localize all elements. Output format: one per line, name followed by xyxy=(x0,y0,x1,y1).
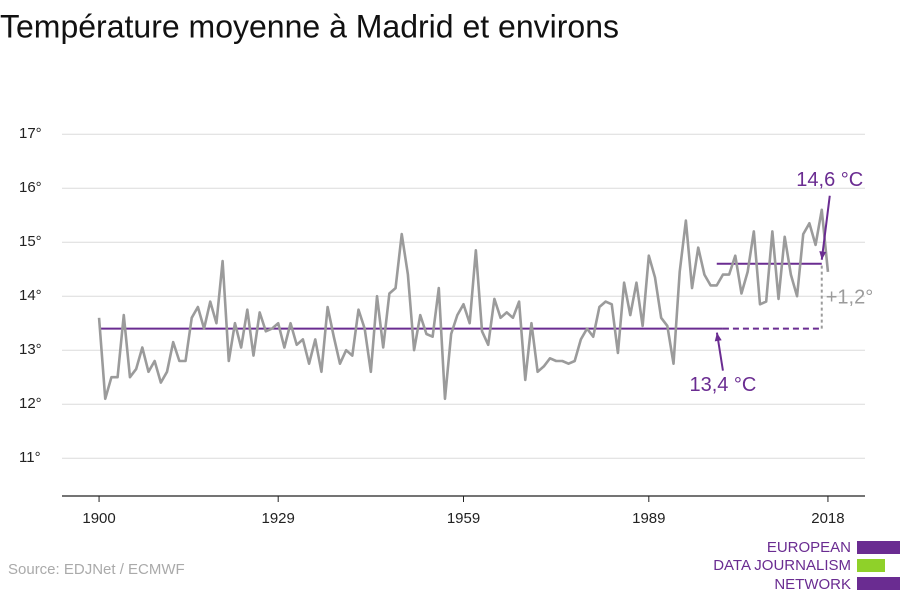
annotation-arrowhead xyxy=(819,251,827,260)
logo-bar xyxy=(857,577,900,590)
logo-text: NETWORK xyxy=(774,576,851,593)
logo-text: DATA JOURNALISM xyxy=(713,557,851,574)
y-tick-label: 11° xyxy=(19,449,41,466)
annotation-arrow xyxy=(820,195,831,260)
x-tick-label: 1929 xyxy=(262,510,295,527)
y-tick-label: 12° xyxy=(19,395,42,412)
logo: EUROPEAN DATA JOURNALISM NETWORK xyxy=(713,539,900,593)
annotation-arrowhead xyxy=(714,332,722,342)
source: Source: EDJNet / ECMWF xyxy=(8,561,185,578)
y-tick-label: 17° xyxy=(19,125,42,142)
logo-text: EUROPEAN xyxy=(767,539,851,556)
series-line xyxy=(97,208,830,401)
x-tick-label: 1989 xyxy=(632,510,665,527)
annotation-label: 14,6 °C xyxy=(796,169,863,191)
y-tick-label: 14° xyxy=(19,287,42,304)
x-tick-label: 1959 xyxy=(447,510,480,527)
x-tick-label: 2018 xyxy=(811,510,844,527)
annotation-label: 13,4 °C xyxy=(689,374,756,396)
x-tick-label: 1900 xyxy=(82,510,115,527)
difference-label: +1,2° xyxy=(826,286,873,308)
y-tick-label: 15° xyxy=(19,233,42,250)
logo-bar xyxy=(857,541,900,554)
y-tick-label: 16° xyxy=(19,179,42,196)
chart-title: Température moyenne à Madrid et environs xyxy=(0,8,619,44)
logo-bar xyxy=(857,559,885,572)
y-tick-label: 13° xyxy=(19,341,42,358)
